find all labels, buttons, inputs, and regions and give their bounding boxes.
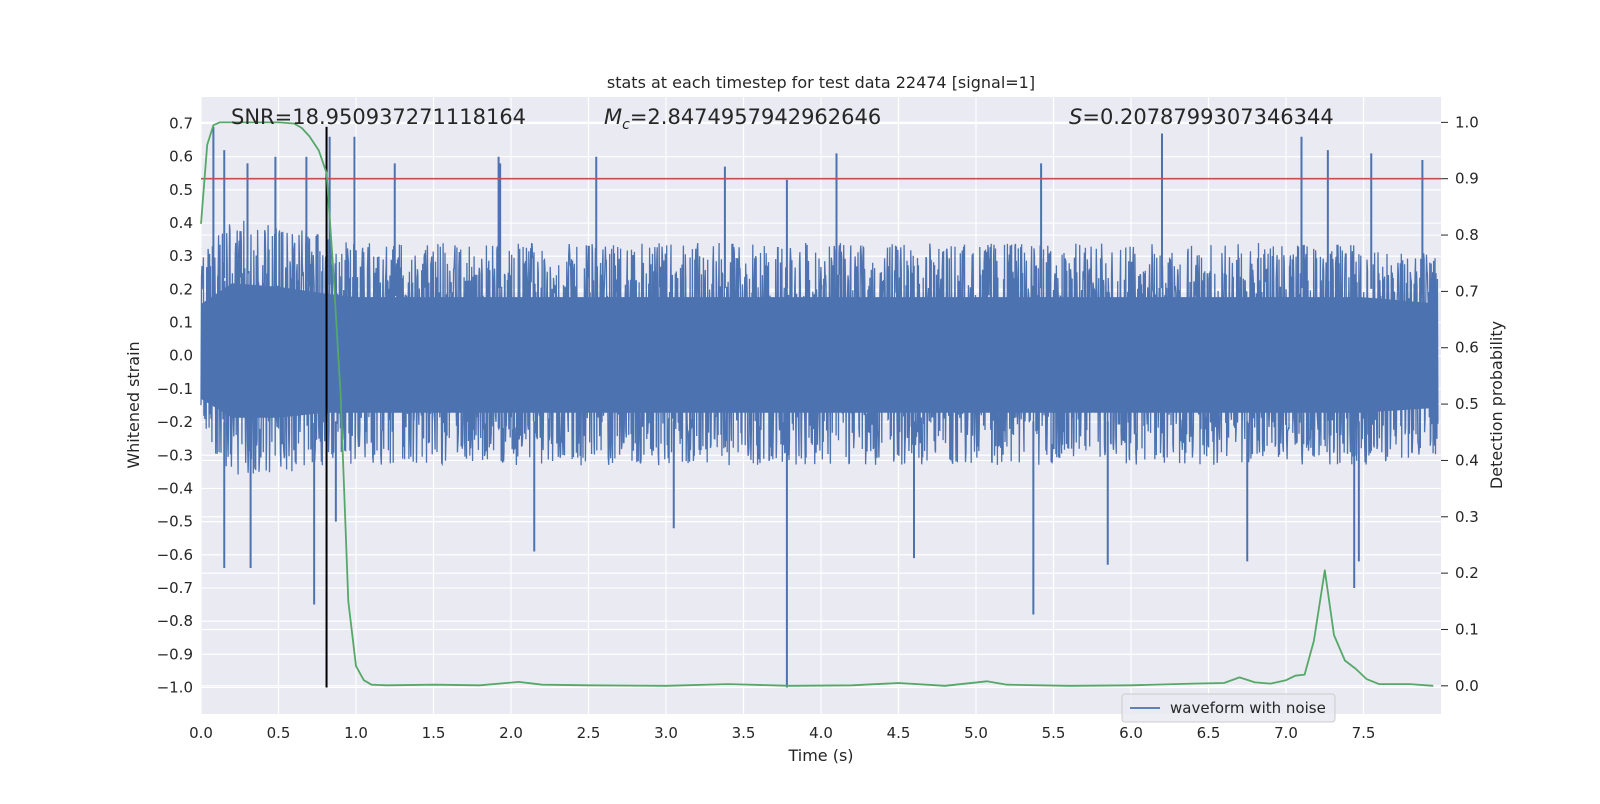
tick-labels: 0.0 0.5 1.0 1.5 2.0 2.5 3.0 3.5 4.0 4.5 5.0 5.5 6.0 6… [157,113,1479,742]
y-right-tick-label: 0.2 [1455,564,1479,582]
x-tick-label: 4.0 [809,724,833,742]
y-right-tick-label: 0.9 [1455,170,1479,188]
y-right-tick-label: 0.3 [1455,508,1479,526]
y-tick-label: −0.5 [157,513,193,531]
y-right-tick-label: 0.7 [1455,282,1479,300]
y-tick-label: 0.1 [169,314,193,332]
chirp-mass-symbol: M [604,105,622,129]
y-right-tick-label: 1.0 [1455,113,1479,131]
waveform-series [200,126,1439,688]
x-tick-label: 5.0 [964,724,988,742]
overlay-lines [200,121,1441,688]
y-tick-label: 0.3 [169,247,193,265]
y-tick-label: 0.0 [169,347,193,365]
chirp-mass-value: =2.8474957942962646 [630,105,881,129]
y-right-tick-label: 0.0 [1455,677,1479,695]
x-tick-label: 1.0 [344,724,368,742]
y-tick-label: 0.2 [169,280,193,298]
x-tick-label: 6.5 [1197,724,1221,742]
x-tick-label: 3.5 [732,724,756,742]
x-tick-label: 4.5 [887,724,911,742]
s-annotation: S=0.2078799307346344 [1069,105,1334,129]
y-tick-label: 0.4 [169,214,193,232]
y-right-tick-label: 0.1 [1455,620,1479,638]
snr-annotation: SNR=18.950937271118164 [231,105,526,129]
y-tick-label: −0.2 [157,413,193,431]
y-right-tick-label: 0.6 [1455,339,1479,357]
legend: waveform with noise [1121,693,1336,723]
y-tick-label: 0.5 [169,181,193,199]
y-tick-label: 0.6 [169,148,193,166]
s-value: =0.2078799307346344 [1082,105,1333,129]
y-right-tick-label: 0.8 [1455,226,1479,244]
y-tick-label: −0.8 [157,612,193,630]
y-right-tick-label: 0.5 [1455,395,1479,413]
x-tick-label: 5.5 [1042,724,1066,742]
y-tick-label: −0.6 [157,546,193,564]
legend-box [1121,693,1336,723]
chart-title: stats at each timestep for test data 224… [607,73,1035,92]
x-tick-label: 0.0 [189,724,213,742]
x-tick-label: 7.5 [1352,724,1376,742]
y-tick-label: −0.1 [157,380,193,398]
waveform-core [201,283,1438,418]
x-tick-label: 2.0 [499,724,523,742]
y-tick-label: −0.3 [157,446,193,464]
y-right-axis-label: Detection probability [1487,321,1506,489]
y-tick-label: −0.9 [157,645,193,663]
x-tick-label: 1.5 [422,724,446,742]
x-tick-label: 2.5 [577,724,601,742]
s-symbol: S [1069,105,1082,129]
y-tick-label: 0.7 [169,115,193,133]
x-tick-label: 6.0 [1119,724,1143,742]
x-tick-label: 7.0 [1274,724,1298,742]
y-tick-label: −0.7 [157,579,193,597]
detection-probability-line [200,121,1434,687]
x-tick-label: 3.0 [654,724,678,742]
y-right-tick-label: 0.4 [1455,451,1479,469]
chirp-mass-annotation: Mc=2.8474957942962646 [604,105,881,133]
chirp-mass-subscript: c [622,117,630,133]
y-axis-label: Whitened strain [124,341,143,468]
x-axis-label: Time (s) [787,746,853,765]
y-tick-label: −0.4 [157,479,193,497]
x-tick-label: 0.5 [267,724,291,742]
y-tick-label: −1.0 [157,678,193,696]
legend-label: waveform with noise [1170,699,1326,717]
